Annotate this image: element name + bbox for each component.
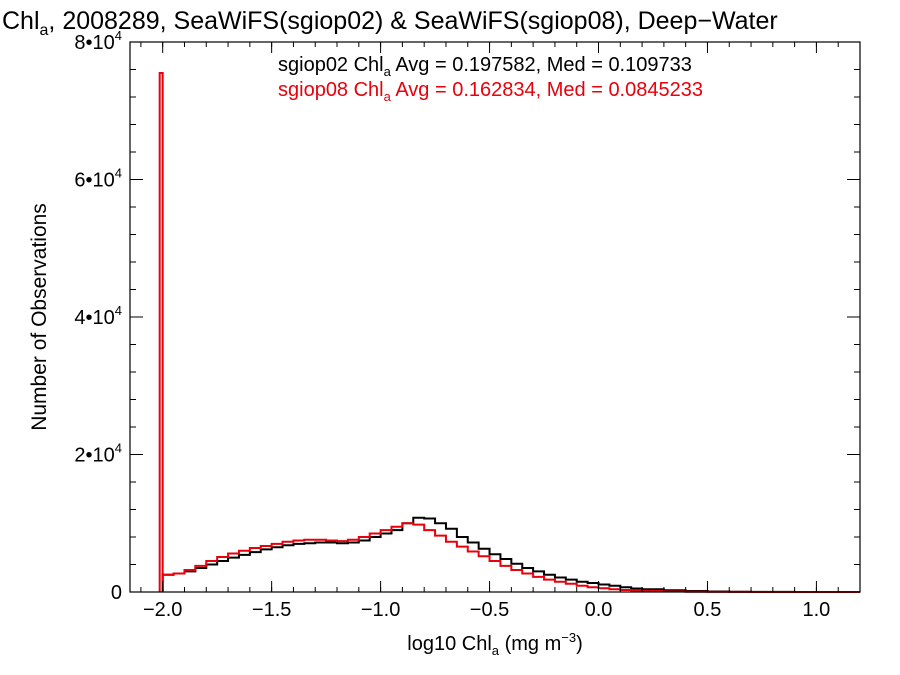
legend-entry-sgiop08-prefix: sgiop08 Chl (278, 79, 384, 101)
y-tick-label: 6•104 (74, 166, 122, 192)
legend-entry-sgiop08-suffix: Avg = 0.162834, Med = 0.0845233 (391, 79, 703, 101)
x-tick-label: −2.0 (143, 599, 182, 621)
x-tick-label: −1.5 (252, 599, 291, 621)
x-axis-label-subscript: a (492, 643, 500, 658)
x-axis-label-middle: (mg m (499, 633, 561, 655)
x-axis-label: log10 Chla (mg m−3) (407, 630, 582, 658)
plot-area (158, 71, 860, 593)
legend-entry-sgiop02: sgiop02 Chla Avg = 0.197582, Med = 0.109… (278, 54, 692, 79)
x-axis: −2.0 −1.5 −1.0 −0.5 0.0 0.5 1.0 (140, 42, 839, 621)
x-axis-label-superscript: −3 (561, 630, 576, 645)
x-axis-label-suffix: ) (576, 633, 583, 655)
x-tick-label: −1.0 (361, 599, 400, 621)
legend-entry-sgiop02-suffix: Avg = 0.197582, Med = 0.109733 (391, 54, 692, 76)
series-spike-1 (158, 71, 164, 592)
x-tick-label: 0.0 (585, 599, 613, 621)
legend-entry-sgiop08-subscript: a (384, 89, 392, 104)
y-axis-label: Number of Observations (28, 203, 51, 431)
chart-title: Chla, 2008289, SeaWiFS(sgiop02) & SeaWiF… (2, 7, 778, 39)
chart-title-subscript: a (40, 22, 49, 39)
y-tick-label: 2•104 (74, 441, 122, 467)
x-tick-label: 0.5 (694, 599, 722, 621)
y-tick-label: 0 (111, 582, 122, 604)
y-axis: 0 2•104 4•104 6•104 8•104 (74, 28, 860, 604)
plot-frame (129, 41, 861, 593)
x-tick-label: 1.0 (803, 599, 831, 621)
chart-title-prefix: Chl (2, 7, 40, 35)
x-tick-label: −0.5 (470, 599, 509, 621)
series-line-0 (161, 516, 860, 593)
legend-entry-sgiop08: sgiop08 Chla Avg = 0.162834, Med = 0.084… (278, 79, 703, 104)
legend-entry-sgiop02-prefix: sgiop02 Chl (278, 54, 384, 76)
y-tick-label: 4•104 (74, 303, 122, 329)
chart-title-suffix: , 2008289, SeaWiFS(sgiop02) & SeaWiFS(sg… (48, 7, 777, 35)
x-axis-label-prefix: log10 Chl (407, 633, 492, 655)
series-line-1 (161, 522, 860, 593)
y-tick-label: 8•104 (74, 28, 122, 54)
legend-entry-sgiop02-subscript: a (384, 64, 392, 79)
